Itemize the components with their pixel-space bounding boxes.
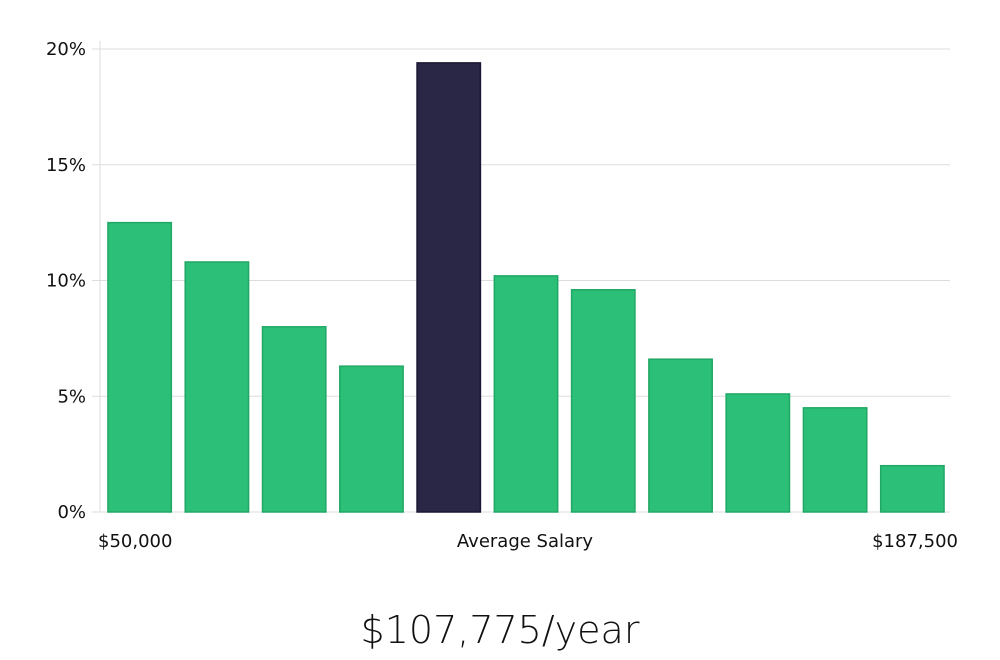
bar [184, 261, 250, 513]
axes: 0% 5% 10% 15% 20% [46, 39, 101, 523]
y-tick-label: 10% [46, 271, 86, 292]
bar [107, 221, 173, 513]
bar-average-salary [416, 62, 482, 513]
bar [879, 464, 945, 513]
bar [493, 275, 559, 513]
bar [570, 289, 636, 513]
bars [107, 62, 945, 513]
bar [648, 358, 713, 513]
y-tick-label: 0% [57, 502, 86, 523]
x-label-average: Average Salary [457, 531, 594, 552]
bar [339, 365, 404, 513]
y-tick-label: 15% [46, 155, 86, 176]
bar [261, 326, 327, 513]
average-salary-value: $107,775/year [360, 608, 640, 652]
x-label-max: $187,500 [872, 531, 958, 552]
x-label-min: $50,000 [98, 531, 172, 552]
y-tick-label: 20% [46, 39, 86, 60]
bar [725, 393, 791, 513]
y-tick-label: 5% [57, 386, 86, 407]
bar [802, 407, 868, 513]
